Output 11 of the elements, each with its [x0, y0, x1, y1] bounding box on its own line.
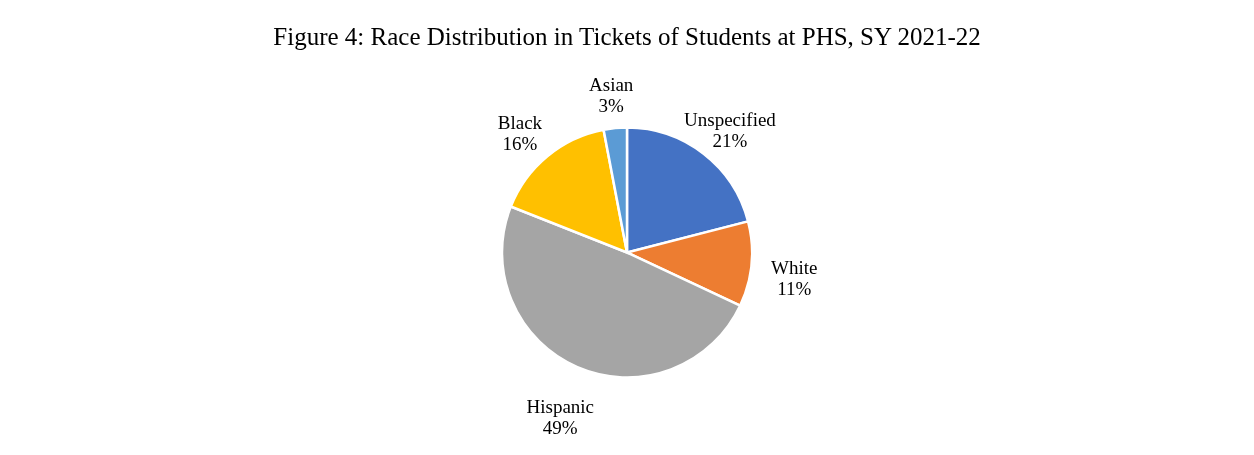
slice-label: Asian: [589, 74, 634, 96]
slice-label: Unspecified: [684, 108, 777, 130]
slice-label: White: [771, 257, 818, 279]
data-label: 11%: [777, 278, 812, 300]
data-label: 16%: [502, 133, 538, 155]
data-label: 49%: [542, 416, 578, 438]
data-label: 21%: [712, 129, 748, 151]
slice-label: Hispanic: [526, 395, 595, 417]
data-label: 3%: [598, 95, 625, 117]
chart-title: Figure 4: Race Distribution in Tickets of Students at PHS, SY 2021-22: [273, 23, 981, 50]
slice-label: Black: [497, 112, 543, 134]
